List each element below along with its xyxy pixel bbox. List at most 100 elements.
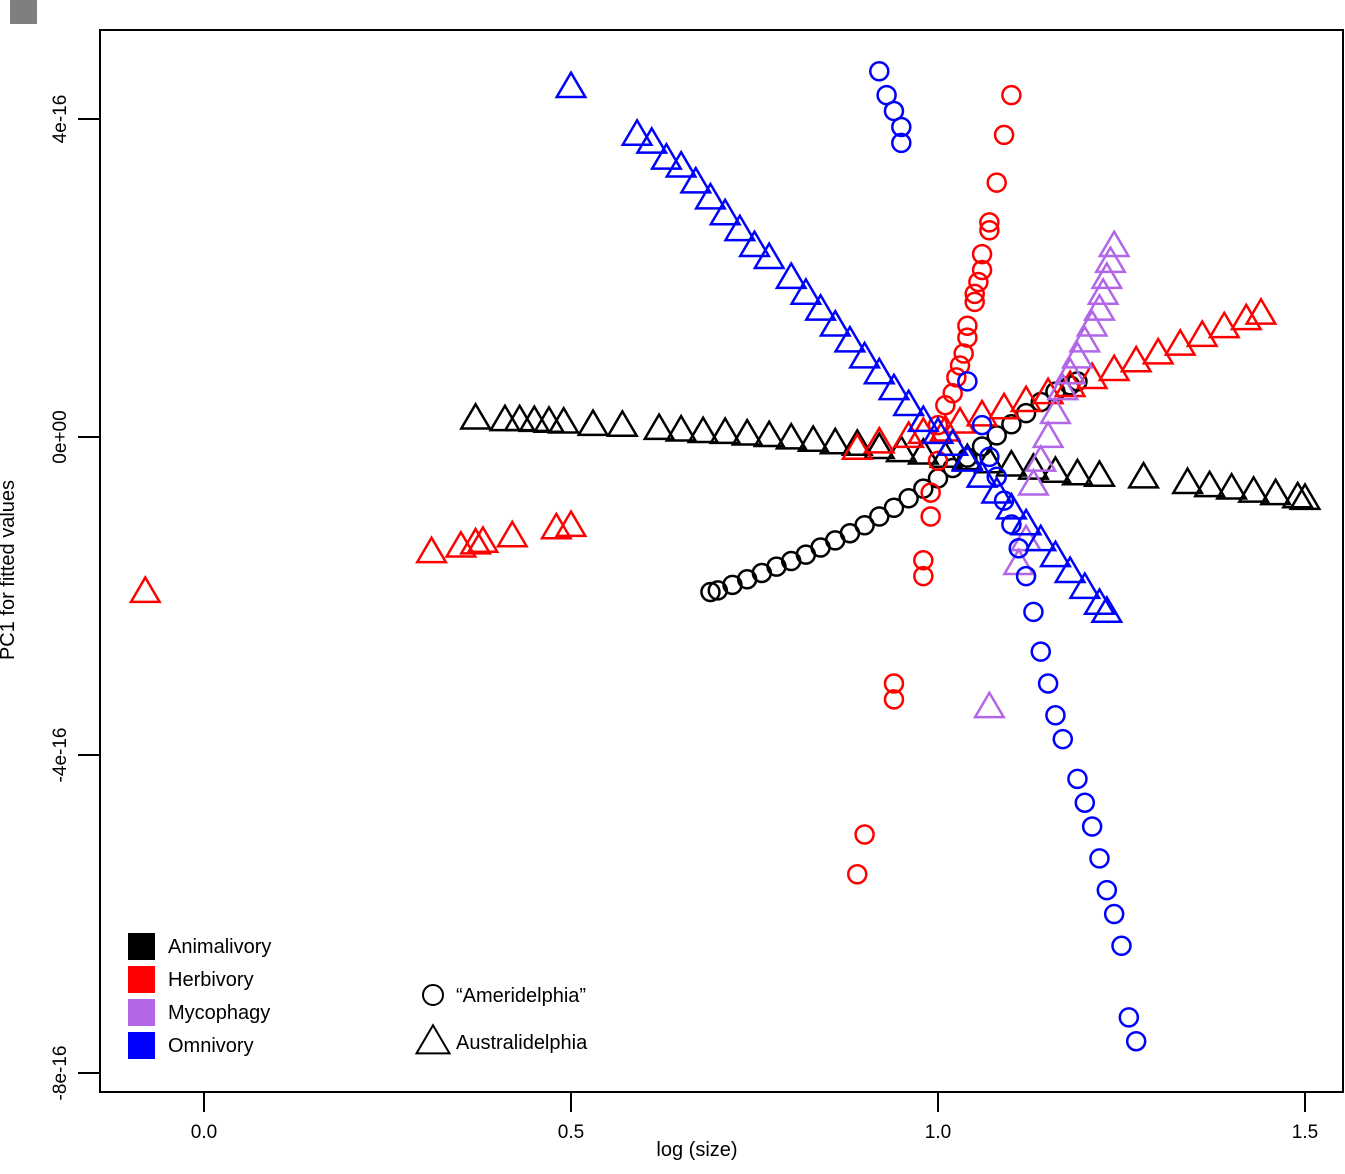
point-herbivory-circle (920, 482, 941, 503)
point-omnivory-circle (979, 446, 1000, 468)
point-animalivory-triangle (708, 416, 742, 445)
legend-diet: Animalivory Herbivory Mycophagy Omnivory (128, 933, 271, 1059)
y-tick-label: -8e-16 (50, 1046, 71, 1101)
point-omnivory-triangle (789, 276, 823, 305)
point-herbivory-triangle (1119, 344, 1153, 373)
point-omnivory-triangle (774, 261, 808, 290)
legend-label-animalivory: Animalivory (168, 936, 271, 958)
point-omnivory-circle (957, 371, 978, 392)
point-mycophagy-triangle (1075, 308, 1109, 337)
point-animalivory-circle (883, 497, 905, 519)
point-herbivory-circle (920, 506, 941, 527)
point-herbivory-triangle (892, 420, 926, 449)
point-herbivory-triangle (1207, 310, 1241, 339)
point-omnivory-triangle (1068, 571, 1102, 600)
point-omnivory-triangle (1053, 555, 1087, 584)
point-mycophagy-triangle (1031, 420, 1065, 449)
point-herbivory-triangle (965, 398, 999, 427)
point-omnivory-circle (971, 414, 993, 436)
point-omnivory-triangle (862, 356, 896, 385)
point-omnivory-triangle (1024, 523, 1058, 552)
point-animalivory-triangle (862, 431, 896, 460)
point-mycophagy-triangle (1046, 372, 1080, 401)
point-herbivory-triangle (1009, 384, 1043, 413)
x-tick-label: 0.0 (191, 1122, 217, 1143)
point-omnivory-triangle (693, 181, 727, 210)
y-tick-label: 0e+00 (50, 410, 71, 463)
point-omnivory-circle (891, 116, 912, 138)
point-omnivory-circle (1118, 1007, 1140, 1028)
point-animalivory-circle (898, 487, 919, 509)
y-tick-label: -4e-16 (50, 728, 71, 783)
point-herbivory-circle (953, 343, 974, 364)
legend-circle-icon (422, 984, 444, 1006)
plot-frame (99, 29, 1344, 1093)
point-animalivory-circle (971, 436, 993, 457)
point-omnivory-circle (1074, 792, 1096, 813)
point-omnivory-triangle (635, 125, 669, 154)
point-mycophagy-triangle (1016, 467, 1050, 496)
point-animalivory-triangle (1171, 466, 1205, 495)
point-omnivory-circle (1125, 1030, 1147, 1052)
point-herbivory-circle (1001, 84, 1022, 106)
point-mycophagy-triangle (1068, 324, 1102, 353)
point-herbivory-triangle (444, 529, 478, 558)
point-animalivory-triangle (1060, 457, 1094, 486)
point-mycophagy-triangle (1082, 292, 1116, 321)
point-omnivory-triangle (818, 308, 852, 337)
legend-swatch-animalivory (128, 933, 155, 960)
point-herbivory-circle (993, 124, 1015, 146)
point-animalivory-triangle (818, 426, 852, 455)
point-animalivory-triangle (1016, 451, 1050, 480)
legend-label-omnivory: Omnivory (168, 1035, 254, 1057)
point-herbivory-circle (913, 549, 934, 571)
x-tick-label: 1.0 (925, 1122, 951, 1143)
point-mycophagy-triangle (1038, 396, 1072, 425)
point-omnivory-triangle (752, 241, 786, 270)
point-omnivory-circle (1052, 728, 1074, 750)
point-animalivory-triangle (459, 401, 493, 430)
point-animalivory-triangle (1193, 469, 1227, 498)
point-animalivory-triangle (994, 448, 1028, 477)
point-herbivory-triangle (466, 524, 500, 554)
point-herbivory-triangle (128, 575, 162, 604)
point-omnivory-triangle (1090, 594, 1124, 623)
point-herbivory-triangle (840, 431, 874, 461)
point-herbivory-circle (854, 824, 875, 845)
point-herbivory-triangle (862, 425, 896, 454)
point-omnivory-circle (1096, 879, 1118, 901)
legend-triangle-icon (414, 1023, 452, 1055)
point-animalivory-circle (1015, 402, 1037, 424)
point-omnivory-triangle (1009, 507, 1043, 536)
point-omnivory-triangle (620, 117, 654, 146)
point-herbivory-triangle (495, 519, 529, 548)
point-omnivory-triangle (1082, 586, 1116, 616)
point-herbivory-circle (964, 283, 985, 305)
point-mycophagy-triangle (1009, 523, 1043, 552)
point-omnivory-triangle (554, 70, 588, 99)
point-omnivory-circle (869, 61, 890, 82)
y-tick-label: 4e-16 (50, 95, 71, 144)
point-mycophagy-triangle (1060, 340, 1094, 369)
point-animalivory-triangle (752, 419, 786, 448)
point-mycophagy-triangle (1053, 356, 1087, 385)
point-animalivory-triangle (686, 415, 720, 444)
point-herbivory-circle (964, 291, 985, 313)
legend-clade: “Ameridelphia” Australidelphia (414, 984, 588, 1055)
point-herbivory-triangle (1244, 296, 1278, 325)
point-mycophagy-triangle (1002, 547, 1036, 576)
point-omnivory-triangle (833, 324, 867, 353)
point-omnivory-circle (1015, 565, 1037, 587)
point-omnivory-circle (1023, 601, 1044, 623)
point-animalivory-triangle (1215, 471, 1249, 500)
legend-swatch-herbivory (128, 966, 155, 993)
point-omnivory-circle (1067, 768, 1088, 790)
point-herbivory-triangle (1163, 327, 1197, 356)
point-omnivory-triangle (906, 404, 940, 433)
point-omnivory-triangle (848, 340, 882, 369)
point-animalivory-triangle (884, 434, 918, 463)
point-herbivory-triangle (1097, 353, 1131, 382)
point-herbivory-circle (979, 220, 1000, 241)
point-herbivory-circle (927, 450, 949, 472)
point-animalivory-triangle (1237, 474, 1271, 503)
